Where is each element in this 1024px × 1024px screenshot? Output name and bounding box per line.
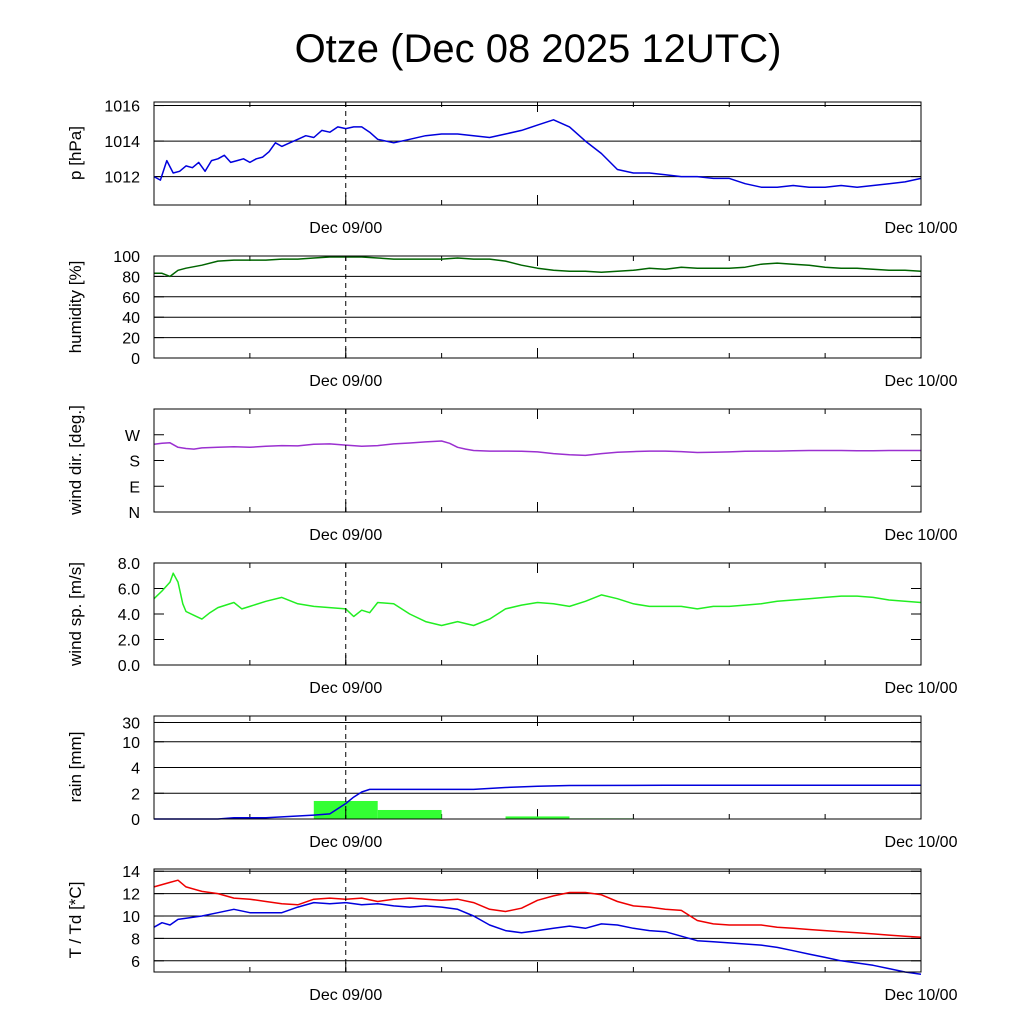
x-tick-label: Dec 10/00 bbox=[885, 373, 958, 390]
x-tick-label: Dec 09/00 bbox=[309, 680, 382, 697]
y-tick-label: 20 bbox=[122, 331, 140, 348]
x-tick-label: Dec 10/00 bbox=[885, 220, 958, 237]
y-tick-label: 6.0 bbox=[118, 582, 140, 599]
panel-humidity: 0 20 40 60 80 100 Dec 09/00 Dec 10/00 humidity [… bbox=[66, 249, 958, 390]
y-tick-label: E bbox=[129, 479, 140, 496]
y-tick-label: 8.0 bbox=[118, 556, 140, 573]
panel-frame bbox=[153, 101, 922, 206]
y-axis-label: T / Td [*C] bbox=[66, 882, 85, 959]
y-tick-label: 6 bbox=[131, 954, 140, 971]
rain-bar bbox=[505, 816, 570, 819]
x-tick-label: Dec 09/00 bbox=[309, 834, 382, 851]
y-tick-label: 40 bbox=[122, 310, 140, 327]
x-tick-label: Dec 09/00 bbox=[309, 373, 382, 390]
series-line-dewpoint bbox=[153, 901, 922, 975]
series-line-pressure bbox=[153, 119, 922, 188]
panel-frame bbox=[153, 868, 922, 973]
x-tick-label: Dec 10/00 bbox=[885, 834, 958, 851]
x-tick-label: Dec 09/00 bbox=[309, 527, 382, 544]
y-tick-label: 8 bbox=[131, 931, 140, 948]
y-tick-label: 10 bbox=[122, 735, 140, 752]
x-tick-label: Dec 10/00 bbox=[885, 527, 958, 544]
panel-rain: 0 2 4 10 30 Dec 09/00 Dec 10/00 rain [mm] bbox=[66, 715, 958, 851]
y-tick-label: 10 bbox=[122, 909, 140, 926]
y-axis-label: rain [mm] bbox=[66, 732, 85, 803]
x-tick-label: Dec 09/00 bbox=[309, 220, 382, 237]
y-tick-label: 2.0 bbox=[118, 633, 140, 650]
y-tick-label: 80 bbox=[122, 269, 140, 286]
x-tick-label: Dec 10/00 bbox=[885, 680, 958, 697]
y-tick-label: S bbox=[129, 454, 140, 471]
panel-temperature: 6 8 10 12 14 Dec 09/00 Dec 10/00 T / Td [*C] bbox=[66, 864, 958, 1004]
y-tick-label: 14 bbox=[122, 864, 140, 881]
y-tick-label: 1016 bbox=[104, 99, 140, 116]
series-line-wind_speed bbox=[153, 572, 922, 627]
y-tick-label: 60 bbox=[122, 290, 140, 307]
y-tick-label: 1012 bbox=[104, 170, 140, 187]
chart-title: Otze (Dec 08 2025 12UTC) bbox=[295, 27, 782, 71]
x-tick-label: Dec 10/00 bbox=[885, 987, 958, 1004]
x-tick-label: Dec 09/00 bbox=[309, 987, 382, 1004]
y-tick-label: 4 bbox=[131, 761, 140, 778]
series-line-temperature bbox=[153, 879, 922, 939]
panel-frame bbox=[153, 562, 922, 666]
series-line-wind_dir bbox=[153, 440, 921, 457]
y-tick-label: 0.0 bbox=[118, 658, 140, 675]
y-tick-label: W bbox=[125, 428, 141, 445]
y-tick-label: 1014 bbox=[104, 134, 140, 151]
y-tick-label: 2 bbox=[131, 786, 140, 803]
panel-pressure: 1012 1014 1016 Dec 09/00 Dec 10/00 p [hPa] bbox=[66, 99, 958, 237]
y-tick-label: 30 bbox=[122, 715, 140, 732]
y-axis-label: humidity [%] bbox=[66, 261, 85, 354]
y-tick-label: N bbox=[128, 505, 140, 522]
series-line-humidity bbox=[154, 256, 922, 278]
series-line-rain_line bbox=[154, 784, 921, 820]
y-tick-label: 0 bbox=[131, 812, 140, 829]
panel-wind_speed: 0.0 2.0 4.0 6.0 8.0 Dec 09/00 Dec 10/00 wind sp… bbox=[66, 556, 958, 697]
panel-frame bbox=[153, 715, 922, 820]
y-tick-label: 100 bbox=[113, 249, 140, 266]
y-axis-label: p [hPa] bbox=[66, 126, 85, 180]
rain-bar bbox=[377, 809, 442, 819]
y-tick-label: 12 bbox=[122, 887, 140, 904]
y-tick-label: 4.0 bbox=[118, 607, 140, 624]
y-axis-label: wind dir. [deg.] bbox=[66, 405, 85, 516]
y-axis-label: wind sp. [m/s] bbox=[66, 562, 85, 667]
panel-frame bbox=[153, 408, 922, 513]
panel-frame bbox=[153, 255, 922, 359]
y-tick-label: 0 bbox=[131, 351, 140, 368]
